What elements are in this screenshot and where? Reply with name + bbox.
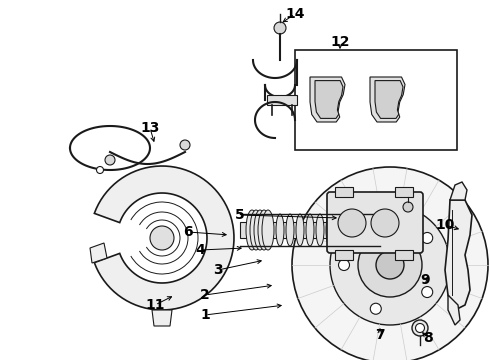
Ellipse shape	[262, 210, 274, 250]
Circle shape	[412, 320, 428, 336]
Ellipse shape	[250, 210, 262, 250]
Circle shape	[371, 209, 399, 237]
Ellipse shape	[350, 212, 360, 248]
Ellipse shape	[306, 214, 314, 246]
Text: 10: 10	[435, 218, 455, 232]
Circle shape	[370, 303, 381, 314]
Ellipse shape	[316, 214, 324, 246]
Circle shape	[97, 166, 103, 174]
Circle shape	[370, 216, 381, 227]
Polygon shape	[370, 77, 405, 122]
Circle shape	[292, 167, 488, 360]
Polygon shape	[375, 81, 403, 118]
Text: 8: 8	[423, 331, 433, 345]
Polygon shape	[445, 200, 472, 310]
Text: 1: 1	[200, 308, 210, 322]
Circle shape	[330, 205, 450, 325]
Ellipse shape	[276, 214, 284, 246]
Text: 2: 2	[200, 288, 210, 302]
Bar	[267, 95, 297, 105]
Polygon shape	[90, 243, 107, 263]
Ellipse shape	[340, 212, 350, 248]
Ellipse shape	[326, 214, 334, 246]
Ellipse shape	[345, 212, 355, 248]
Text: 7: 7	[375, 328, 385, 342]
Bar	[335, 250, 353, 260]
Bar	[295, 50, 457, 150]
Circle shape	[105, 155, 115, 165]
Text: 11: 11	[145, 298, 165, 312]
Ellipse shape	[330, 212, 340, 248]
Text: 13: 13	[140, 121, 160, 135]
Ellipse shape	[258, 210, 270, 250]
Ellipse shape	[246, 210, 258, 250]
Circle shape	[403, 202, 413, 212]
Circle shape	[422, 233, 433, 243]
Polygon shape	[310, 77, 345, 122]
Polygon shape	[448, 295, 460, 325]
Polygon shape	[95, 166, 234, 310]
Text: 4: 4	[195, 243, 205, 257]
Circle shape	[338, 209, 366, 237]
FancyBboxPatch shape	[327, 192, 423, 253]
Text: 14: 14	[285, 7, 305, 21]
Text: 6: 6	[183, 225, 193, 239]
Ellipse shape	[335, 212, 345, 248]
Text: 5: 5	[235, 208, 245, 222]
Circle shape	[150, 226, 174, 250]
Text: 3: 3	[213, 263, 223, 277]
Bar	[240, 222, 385, 238]
Circle shape	[376, 251, 404, 279]
Circle shape	[274, 22, 286, 34]
Circle shape	[358, 233, 422, 297]
Bar	[335, 187, 353, 197]
Ellipse shape	[254, 210, 266, 250]
Ellipse shape	[286, 214, 294, 246]
Ellipse shape	[296, 214, 304, 246]
Polygon shape	[450, 182, 467, 200]
Circle shape	[180, 140, 190, 150]
Polygon shape	[152, 310, 172, 326]
Circle shape	[339, 260, 349, 270]
Text: 9: 9	[420, 273, 430, 287]
Circle shape	[422, 287, 433, 297]
Text: 12: 12	[330, 35, 350, 49]
Polygon shape	[315, 81, 343, 118]
Bar	[395, 250, 413, 260]
Bar	[395, 187, 413, 197]
Circle shape	[416, 324, 424, 333]
